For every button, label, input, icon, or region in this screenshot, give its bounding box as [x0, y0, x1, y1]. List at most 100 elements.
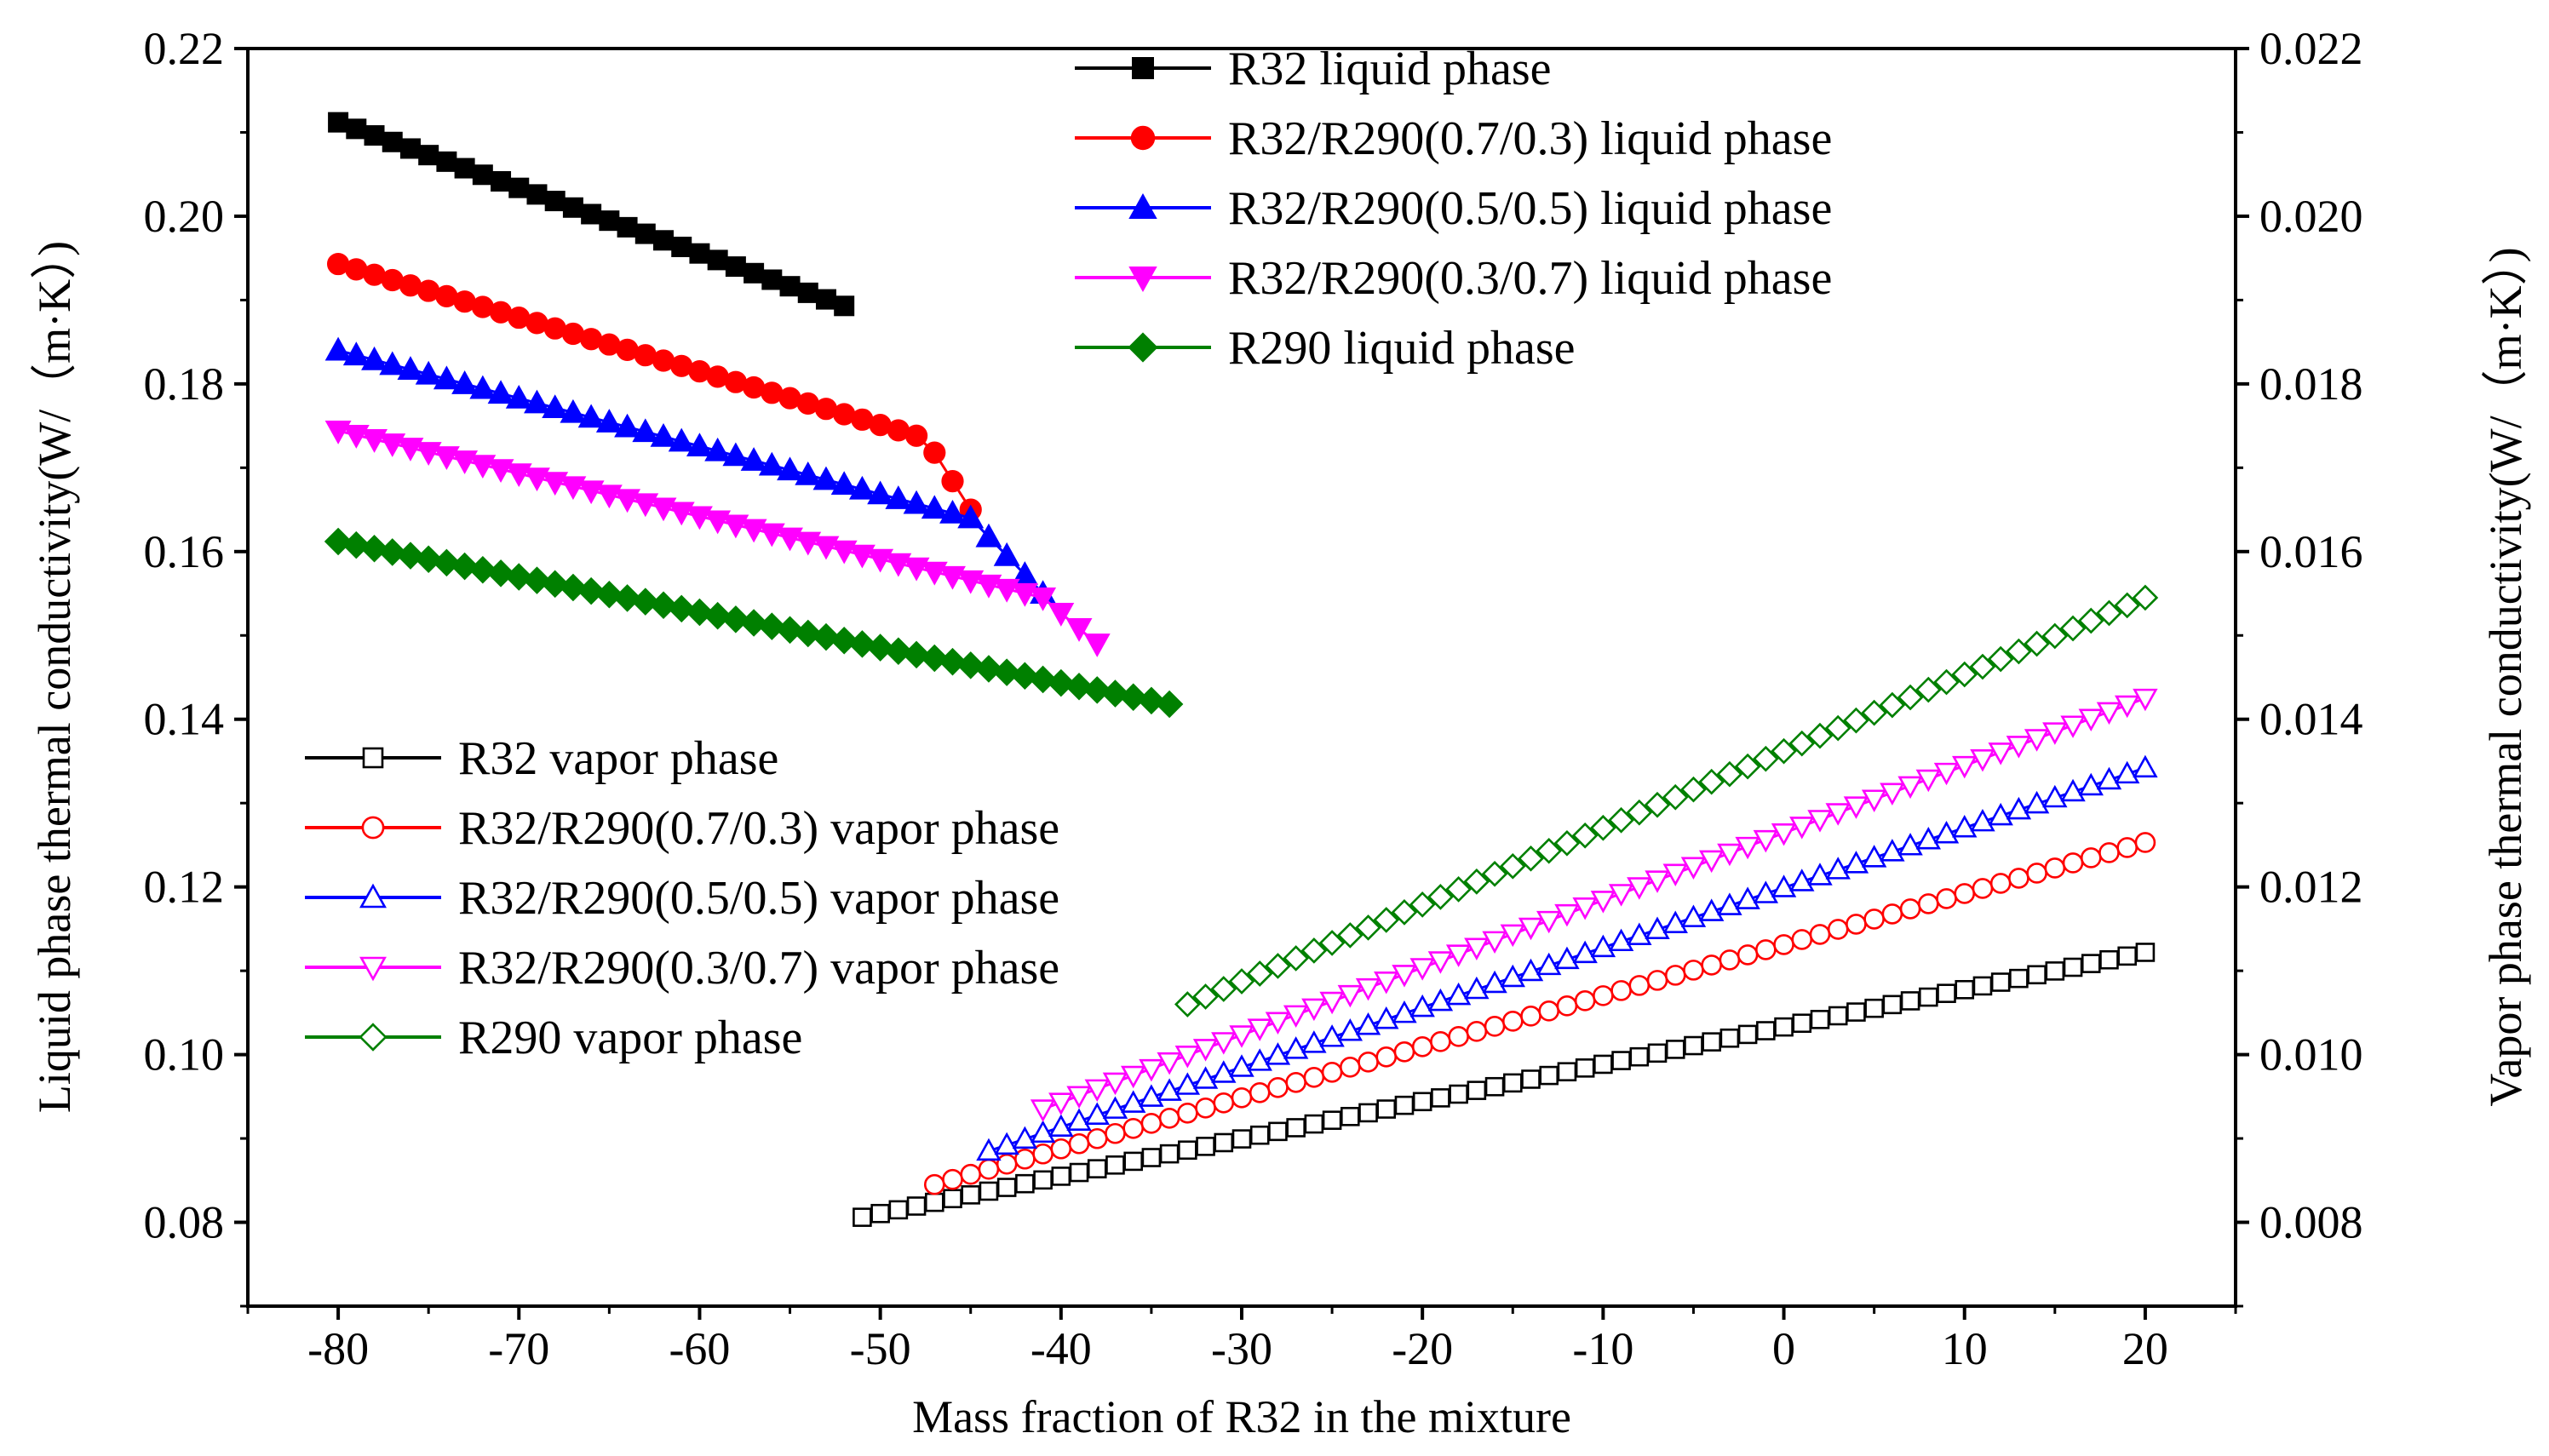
data-point — [885, 485, 912, 509]
data-point — [1861, 699, 1887, 726]
data-point — [324, 336, 352, 361]
data-point — [1861, 845, 1887, 868]
data-point — [324, 421, 352, 444]
data-point — [1608, 806, 1634, 834]
data-point — [595, 581, 623, 609]
data-point — [1882, 995, 1903, 1015]
data-point — [1554, 946, 1580, 970]
data-point — [1355, 914, 1381, 941]
data-point — [668, 502, 695, 526]
data-point — [1265, 953, 1291, 979]
data-point — [2006, 638, 2032, 665]
data-point — [686, 433, 713, 457]
data-point — [599, 210, 620, 232]
data-point — [486, 559, 515, 588]
data-point — [1915, 827, 1942, 850]
data-point — [2008, 868, 2029, 889]
data-point — [1662, 910, 1688, 933]
legend-vapor: R32 vapor phase R32/R290(0.7/0.3) vapor p… — [305, 732, 1059, 1064]
data-point — [978, 1158, 1000, 1180]
data-point — [758, 451, 785, 476]
right-y-tick-label: 0.012 — [2259, 862, 2363, 913]
data-point — [2026, 863, 2047, 884]
data-point — [2059, 615, 2087, 642]
data-point — [524, 467, 550, 492]
data-point — [1484, 1016, 1506, 1037]
x-tick-label: -50 — [850, 1323, 911, 1374]
data-point — [1196, 1137, 1215, 1156]
data-point — [993, 542, 1020, 566]
data-point — [1987, 645, 2014, 673]
data-point — [1590, 891, 1616, 914]
data-point — [2133, 754, 2158, 778]
legend-marker — [1128, 332, 1158, 363]
left-y-tick-label: 0.14 — [144, 694, 225, 745]
x-tick-label: -20 — [1392, 1323, 1453, 1374]
data-point — [1157, 1052, 1182, 1075]
right-y-tick-label: 0.008 — [2259, 1197, 2363, 1248]
data-point — [996, 1178, 1017, 1197]
data-point — [903, 490, 930, 514]
data-point — [870, 1203, 890, 1224]
data-point — [342, 341, 370, 366]
data-point — [613, 584, 641, 612]
data-point — [1374, 1006, 1399, 1029]
data-point — [2133, 688, 2158, 712]
data-point — [1213, 1092, 1235, 1114]
data-point — [653, 230, 675, 251]
data-point — [1155, 690, 1184, 719]
data-point — [830, 471, 858, 496]
data-point — [1267, 1076, 1289, 1098]
right-y-tick-label: 0.016 — [2259, 526, 2363, 577]
data-point — [1445, 944, 1472, 967]
data-point — [1897, 833, 1923, 856]
right-y-tick-label: 0.010 — [2259, 1029, 2363, 1081]
data-point — [1355, 1012, 1381, 1035]
data-point — [1340, 1057, 1361, 1078]
data-point — [1123, 1151, 1143, 1172]
series-line — [337, 349, 1044, 595]
data-point — [508, 177, 530, 198]
data-point — [2114, 695, 2140, 719]
data-point — [2060, 778, 2086, 802]
data-point — [1249, 1125, 1270, 1145]
data-point — [382, 131, 403, 152]
data-point — [1120, 1090, 1146, 1113]
data-point — [1698, 850, 1725, 874]
data-point — [1068, 1132, 1090, 1155]
data-point — [1448, 1026, 1469, 1047]
data-point — [1214, 1132, 1234, 1153]
data-point — [924, 1192, 944, 1212]
data-point — [2132, 584, 2159, 611]
data-point — [1807, 810, 1833, 833]
series-vapor-6 — [923, 832, 2156, 1195]
data-point — [939, 565, 966, 590]
data-point — [1048, 1092, 1074, 1115]
left-y-tick-label: 0.16 — [144, 526, 225, 577]
data-point — [1464, 937, 1490, 960]
data-point — [487, 459, 514, 484]
data-point — [1536, 910, 1562, 934]
data-point — [1899, 898, 1921, 920]
data-point — [1717, 892, 1742, 915]
data-point — [1427, 951, 1454, 974]
data-point — [1702, 1032, 1721, 1052]
data-point — [1431, 1088, 1450, 1108]
data-point — [1427, 988, 1454, 1012]
data-point — [1684, 1035, 1703, 1056]
data-point — [1195, 1097, 1216, 1119]
data-point — [614, 489, 641, 513]
series-vapor-8 — [1030, 688, 2158, 1122]
data-point — [812, 466, 840, 490]
data-point — [1698, 768, 1725, 795]
data-point — [1375, 1046, 1398, 1068]
data-point — [1265, 1042, 1291, 1065]
data-point — [468, 555, 497, 584]
data-point — [1321, 1062, 1343, 1083]
data-point — [1283, 1005, 1309, 1029]
data-point — [1033, 1170, 1053, 1190]
data-point — [1970, 808, 1995, 832]
legend-marker — [362, 747, 384, 769]
legend-item: R32 vapor phase — [305, 732, 778, 785]
data-point — [1571, 822, 1599, 849]
